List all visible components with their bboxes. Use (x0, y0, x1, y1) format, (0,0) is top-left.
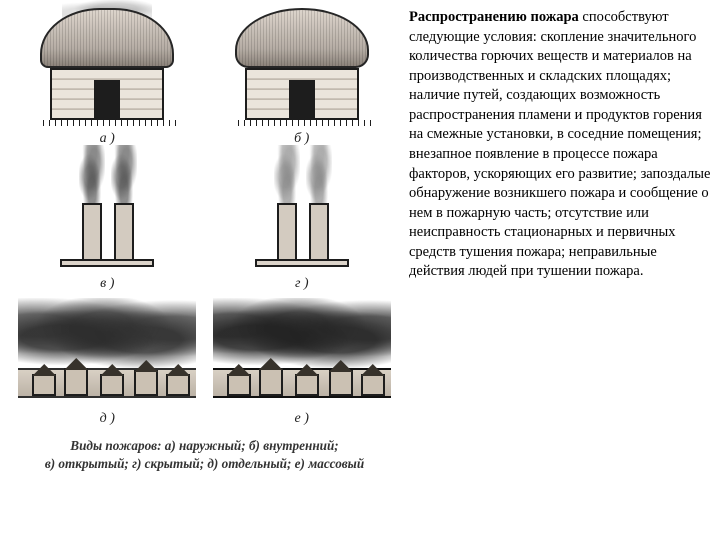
sketch-chimneys-open (42, 153, 172, 273)
figure-label-d: д ) (100, 411, 115, 427)
sketch-cabin-interior-fire (227, 8, 377, 128)
figure-panel-v: в ) (42, 153, 172, 292)
figure-label-e: е ) (295, 411, 309, 427)
sketch-chimneys-hidden (237, 153, 367, 273)
figure-panel-b: б ) (227, 8, 377, 147)
figure-row-2: в ) г ) (10, 153, 399, 292)
figure-panel-e: е ) (213, 298, 391, 427)
figure-caption-line-2: в) открытый; г) скрытый; д) отдельный; е… (16, 455, 393, 473)
body-paragraph: Распространению пожара способствуют след… (409, 8, 714, 282)
figure-column: а ) б ) в ) г (0, 0, 405, 540)
figure-caption: Виды пожаров: а) наружный; б) внутренний… (10, 437, 399, 473)
figure-label-g: г ) (295, 276, 309, 292)
sketch-village-mass-fire (213, 298, 391, 408)
figure-caption-line-1: Виды пожаров: а) наружный; б) внутренний… (16, 437, 393, 455)
figure-panel-g: г ) (237, 153, 367, 292)
figure-row-1: а ) б ) (10, 8, 399, 147)
figure-panel-d: д ) (18, 298, 196, 427)
sketch-village-isolated-fire (18, 298, 196, 408)
figure-panel-a: а ) (32, 8, 182, 147)
figure-label-v: в ) (100, 276, 114, 292)
body-text: способствуют следующие условия: скоплени… (409, 9, 710, 279)
sketch-cabin-exterior-fire (32, 8, 182, 128)
body-bold-prefix: Распространению пожара (409, 9, 579, 25)
text-column: Распространению пожара способствуют след… (405, 0, 720, 540)
figure-row-3: д ) е ) (10, 298, 399, 427)
